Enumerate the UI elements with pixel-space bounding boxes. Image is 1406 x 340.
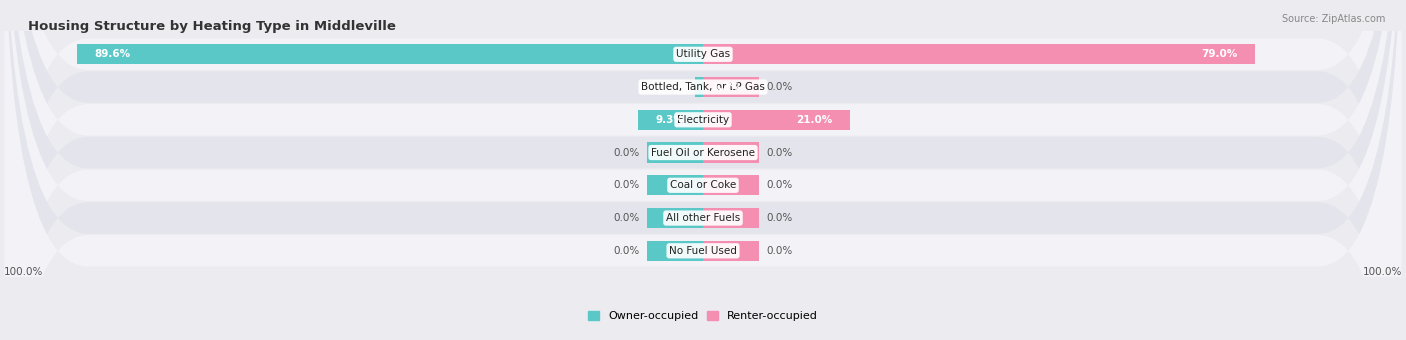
Text: Source: ZipAtlas.com: Source: ZipAtlas.com xyxy=(1281,14,1385,23)
Text: 0.0%: 0.0% xyxy=(766,246,792,256)
FancyBboxPatch shape xyxy=(4,0,1402,340)
Bar xyxy=(703,175,759,195)
Text: 21.0%: 21.0% xyxy=(796,115,832,125)
Text: All other Fuels: All other Fuels xyxy=(666,213,740,223)
Text: 79.0%: 79.0% xyxy=(1201,49,1237,59)
Bar xyxy=(638,109,703,130)
Text: 1.2%: 1.2% xyxy=(711,82,741,92)
Text: 0.0%: 0.0% xyxy=(766,213,792,223)
Bar xyxy=(703,208,759,228)
Text: Coal or Coke: Coal or Coke xyxy=(669,180,737,190)
FancyBboxPatch shape xyxy=(4,0,1402,340)
Text: 0.0%: 0.0% xyxy=(614,148,640,157)
Text: 0.0%: 0.0% xyxy=(766,180,792,190)
Text: 0.0%: 0.0% xyxy=(614,213,640,223)
FancyBboxPatch shape xyxy=(4,0,1402,340)
Bar xyxy=(703,142,759,163)
Text: 100.0%: 100.0% xyxy=(4,267,44,277)
FancyBboxPatch shape xyxy=(4,0,1402,340)
Text: 0.0%: 0.0% xyxy=(766,82,792,92)
Text: Housing Structure by Heating Type in Middleville: Housing Structure by Heating Type in Mid… xyxy=(28,20,396,33)
Bar xyxy=(77,44,703,65)
Bar xyxy=(703,109,849,130)
Bar xyxy=(647,241,703,261)
Bar xyxy=(703,77,759,97)
Text: Bottled, Tank, or LP Gas: Bottled, Tank, or LP Gas xyxy=(641,82,765,92)
Text: 0.0%: 0.0% xyxy=(614,180,640,190)
Text: 0.0%: 0.0% xyxy=(766,148,792,157)
Bar xyxy=(647,142,703,163)
Text: 100.0%: 100.0% xyxy=(1362,267,1402,277)
Text: Electricity: Electricity xyxy=(676,115,730,125)
Bar xyxy=(695,77,703,97)
Text: 9.3%: 9.3% xyxy=(655,115,685,125)
FancyBboxPatch shape xyxy=(4,0,1402,340)
Text: Utility Gas: Utility Gas xyxy=(676,49,730,59)
Bar xyxy=(703,241,759,261)
Text: 0.0%: 0.0% xyxy=(614,246,640,256)
Legend: Owner-occupied, Renter-occupied: Owner-occupied, Renter-occupied xyxy=(583,306,823,325)
Bar xyxy=(647,208,703,228)
FancyBboxPatch shape xyxy=(4,0,1402,340)
Text: 89.6%: 89.6% xyxy=(94,49,131,59)
Bar xyxy=(647,175,703,195)
Text: Fuel Oil or Kerosene: Fuel Oil or Kerosene xyxy=(651,148,755,157)
FancyBboxPatch shape xyxy=(4,0,1402,340)
Text: No Fuel Used: No Fuel Used xyxy=(669,246,737,256)
Bar xyxy=(703,44,1256,65)
